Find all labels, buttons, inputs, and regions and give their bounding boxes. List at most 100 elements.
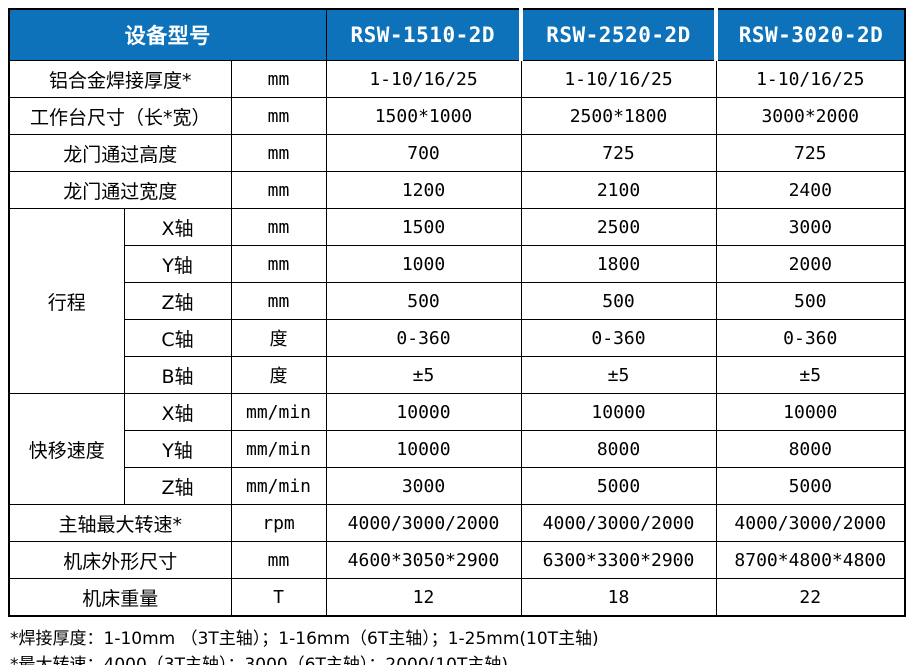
footnote-welding-thickness: *焊接厚度：1-10mm （3T主轴）；1-16mm（6T主轴）；1-25mm(… bbox=[10, 629, 599, 649]
value-cell: 0-360 bbox=[715, 319, 906, 357]
value-cell: 0-360 bbox=[520, 319, 717, 357]
value-cell: 1800 bbox=[520, 245, 717, 283]
model-header-rsw-1510: RSW-1510-2D bbox=[325, 8, 522, 61]
unit-cell: mm bbox=[230, 541, 327, 579]
unit-cell: mm bbox=[230, 60, 327, 98]
value-cell: 2000 bbox=[715, 245, 906, 283]
table-row: C轴 度 0-360 0-360 0-360 bbox=[9, 319, 906, 357]
unit-cell: mm/min bbox=[230, 393, 327, 431]
value-cell: 18 bbox=[520, 578, 717, 617]
value-cell: 725 bbox=[715, 134, 906, 172]
model-header-rsw-2520: RSW-2520-2D bbox=[519, 8, 717, 61]
group-label-rapid-speed: 快移速度 bbox=[8, 393, 125, 505]
value-cell: 500 bbox=[715, 282, 906, 320]
value-cell: 500 bbox=[325, 282, 522, 320]
header-row: 设备型号 RSW-1510-2D RSW-2520-2D RSW-3020-2D bbox=[8, 8, 906, 61]
row-label: 机床重量 bbox=[8, 578, 232, 617]
value-cell: 3000*2000 bbox=[715, 97, 906, 135]
table-row: Z轴 mm 500 500 500 bbox=[9, 282, 906, 320]
footnote-max-speed: *最大转速：4000（3T主轴）；3000（6T主轴）；2000(10T主轴) bbox=[10, 652, 902, 665]
value-cell: 4000/3000/2000 bbox=[715, 504, 906, 542]
value-cell: 1500 bbox=[325, 208, 522, 246]
value-cell: 6300*3300*2900 bbox=[520, 541, 717, 579]
spec-table: 设备型号 RSW-1510-2D RSW-2520-2D RSW-3020-2D… bbox=[8, 8, 906, 617]
device-model-header: 设备型号 bbox=[8, 8, 327, 61]
unit-cell: mm bbox=[230, 282, 327, 320]
unit-cell: mm bbox=[230, 134, 327, 172]
value-cell: 1000 bbox=[325, 245, 522, 283]
value-cell: 4600*3050*2900 bbox=[325, 541, 522, 579]
value-cell: 1500*1000 bbox=[325, 97, 522, 135]
group-label-travel: 行程 bbox=[8, 208, 125, 394]
unit-cell: rpm bbox=[230, 504, 327, 542]
value-cell: 10000 bbox=[325, 430, 522, 468]
value-cell: ±5 bbox=[520, 356, 717, 394]
value-cell: 1-10/16/25 bbox=[520, 60, 717, 98]
axis-label: C轴 bbox=[123, 319, 232, 357]
unit-cell: mm bbox=[230, 171, 327, 209]
value-cell: 4000/3000/2000 bbox=[520, 504, 717, 542]
table-row: 机床重量 T 12 18 22 bbox=[8, 578, 906, 617]
value-cell: 2400 bbox=[715, 171, 906, 209]
value-cell: 1-10/16/25 bbox=[325, 60, 522, 98]
unit-cell: 度 bbox=[230, 319, 327, 357]
value-cell: 725 bbox=[520, 134, 717, 172]
value-cell: 8000 bbox=[520, 430, 717, 468]
unit-cell: mm bbox=[230, 208, 327, 246]
axis-label: Y轴 bbox=[123, 430, 232, 468]
value-cell: 10000 bbox=[325, 393, 522, 431]
unit-cell: T bbox=[230, 578, 327, 617]
row-label: 龙门通过高度 bbox=[8, 134, 232, 172]
table-row: 工作台尺寸（长*宽） mm 1500*1000 2500*1800 3000*2… bbox=[8, 97, 906, 135]
value-cell: 8700*4800*4800 bbox=[715, 541, 906, 579]
value-cell: 500 bbox=[520, 282, 717, 320]
table-row: Z轴 mm/min 3000 5000 5000 bbox=[9, 467, 906, 505]
unit-cell: mm/min bbox=[230, 430, 327, 468]
row-label: 铝合金焊接厚度* bbox=[8, 60, 232, 98]
model-header-rsw-3020: RSW-3020-2D bbox=[714, 8, 906, 61]
table-row: 龙门通过高度 mm 700 725 725 bbox=[8, 134, 906, 172]
axis-label: X轴 bbox=[123, 208, 232, 246]
value-cell: 10000 bbox=[520, 393, 717, 431]
table-row: Y轴 mm 1000 1800 2000 bbox=[9, 245, 906, 283]
value-cell: 10000 bbox=[715, 393, 906, 431]
value-cell: 2500*1800 bbox=[520, 97, 717, 135]
value-cell: 2500 bbox=[520, 208, 717, 246]
axis-label: B轴 bbox=[123, 356, 232, 394]
row-label: 龙门通过宽度 bbox=[8, 171, 232, 209]
row-label: 工作台尺寸（长*宽） bbox=[8, 97, 232, 135]
table-row: Y轴 mm/min 10000 8000 8000 bbox=[9, 430, 906, 468]
table-row: 快移速度 X轴 mm/min 10000 10000 10000 bbox=[8, 393, 906, 505]
value-cell: ±5 bbox=[325, 356, 522, 394]
table-row: 行程 X轴 mm 1500 2500 3000 bbox=[8, 208, 906, 394]
value-cell: 1-10/16/25 bbox=[715, 60, 906, 98]
unit-cell: mm/min bbox=[230, 467, 327, 505]
table-row: 铝合金焊接厚度* mm 1-10/16/25 1-10/16/25 1-10/1… bbox=[8, 60, 906, 98]
value-cell: 8000 bbox=[715, 430, 906, 468]
unit-cell: mm bbox=[230, 245, 327, 283]
value-cell: 1200 bbox=[325, 171, 522, 209]
value-cell: 22 bbox=[715, 578, 906, 617]
value-cell: 3000 bbox=[325, 467, 522, 505]
row-label: 机床外形尺寸 bbox=[8, 541, 232, 579]
axis-label: Z轴 bbox=[123, 282, 232, 320]
value-cell: 3000 bbox=[715, 208, 906, 246]
value-cell: ±5 bbox=[715, 356, 906, 394]
value-cell: 0-360 bbox=[325, 319, 522, 357]
axis-label: Z轴 bbox=[123, 467, 232, 505]
table-row: B轴 度 ±5 ±5 ±5 bbox=[9, 356, 906, 394]
value-cell: 12 bbox=[325, 578, 522, 617]
table-row: 主轴最大转速* rpm 4000/3000/2000 4000/3000/200… bbox=[8, 504, 906, 542]
unit-cell: mm bbox=[230, 97, 327, 135]
axis-label: X轴 bbox=[123, 393, 232, 431]
value-cell: 4000/3000/2000 bbox=[325, 504, 522, 542]
unit-cell: 度 bbox=[230, 356, 327, 394]
axis-label: Y轴 bbox=[123, 245, 232, 283]
value-cell: 5000 bbox=[520, 467, 717, 505]
table-row: 机床外形尺寸 mm 4600*3050*2900 6300*3300*2900 … bbox=[8, 541, 906, 579]
row-label: 主轴最大转速* bbox=[8, 504, 232, 542]
value-cell: 2100 bbox=[520, 171, 717, 209]
value-cell: 5000 bbox=[715, 467, 906, 505]
table-row: 龙门通过宽度 mm 1200 2100 2400 bbox=[8, 171, 906, 209]
